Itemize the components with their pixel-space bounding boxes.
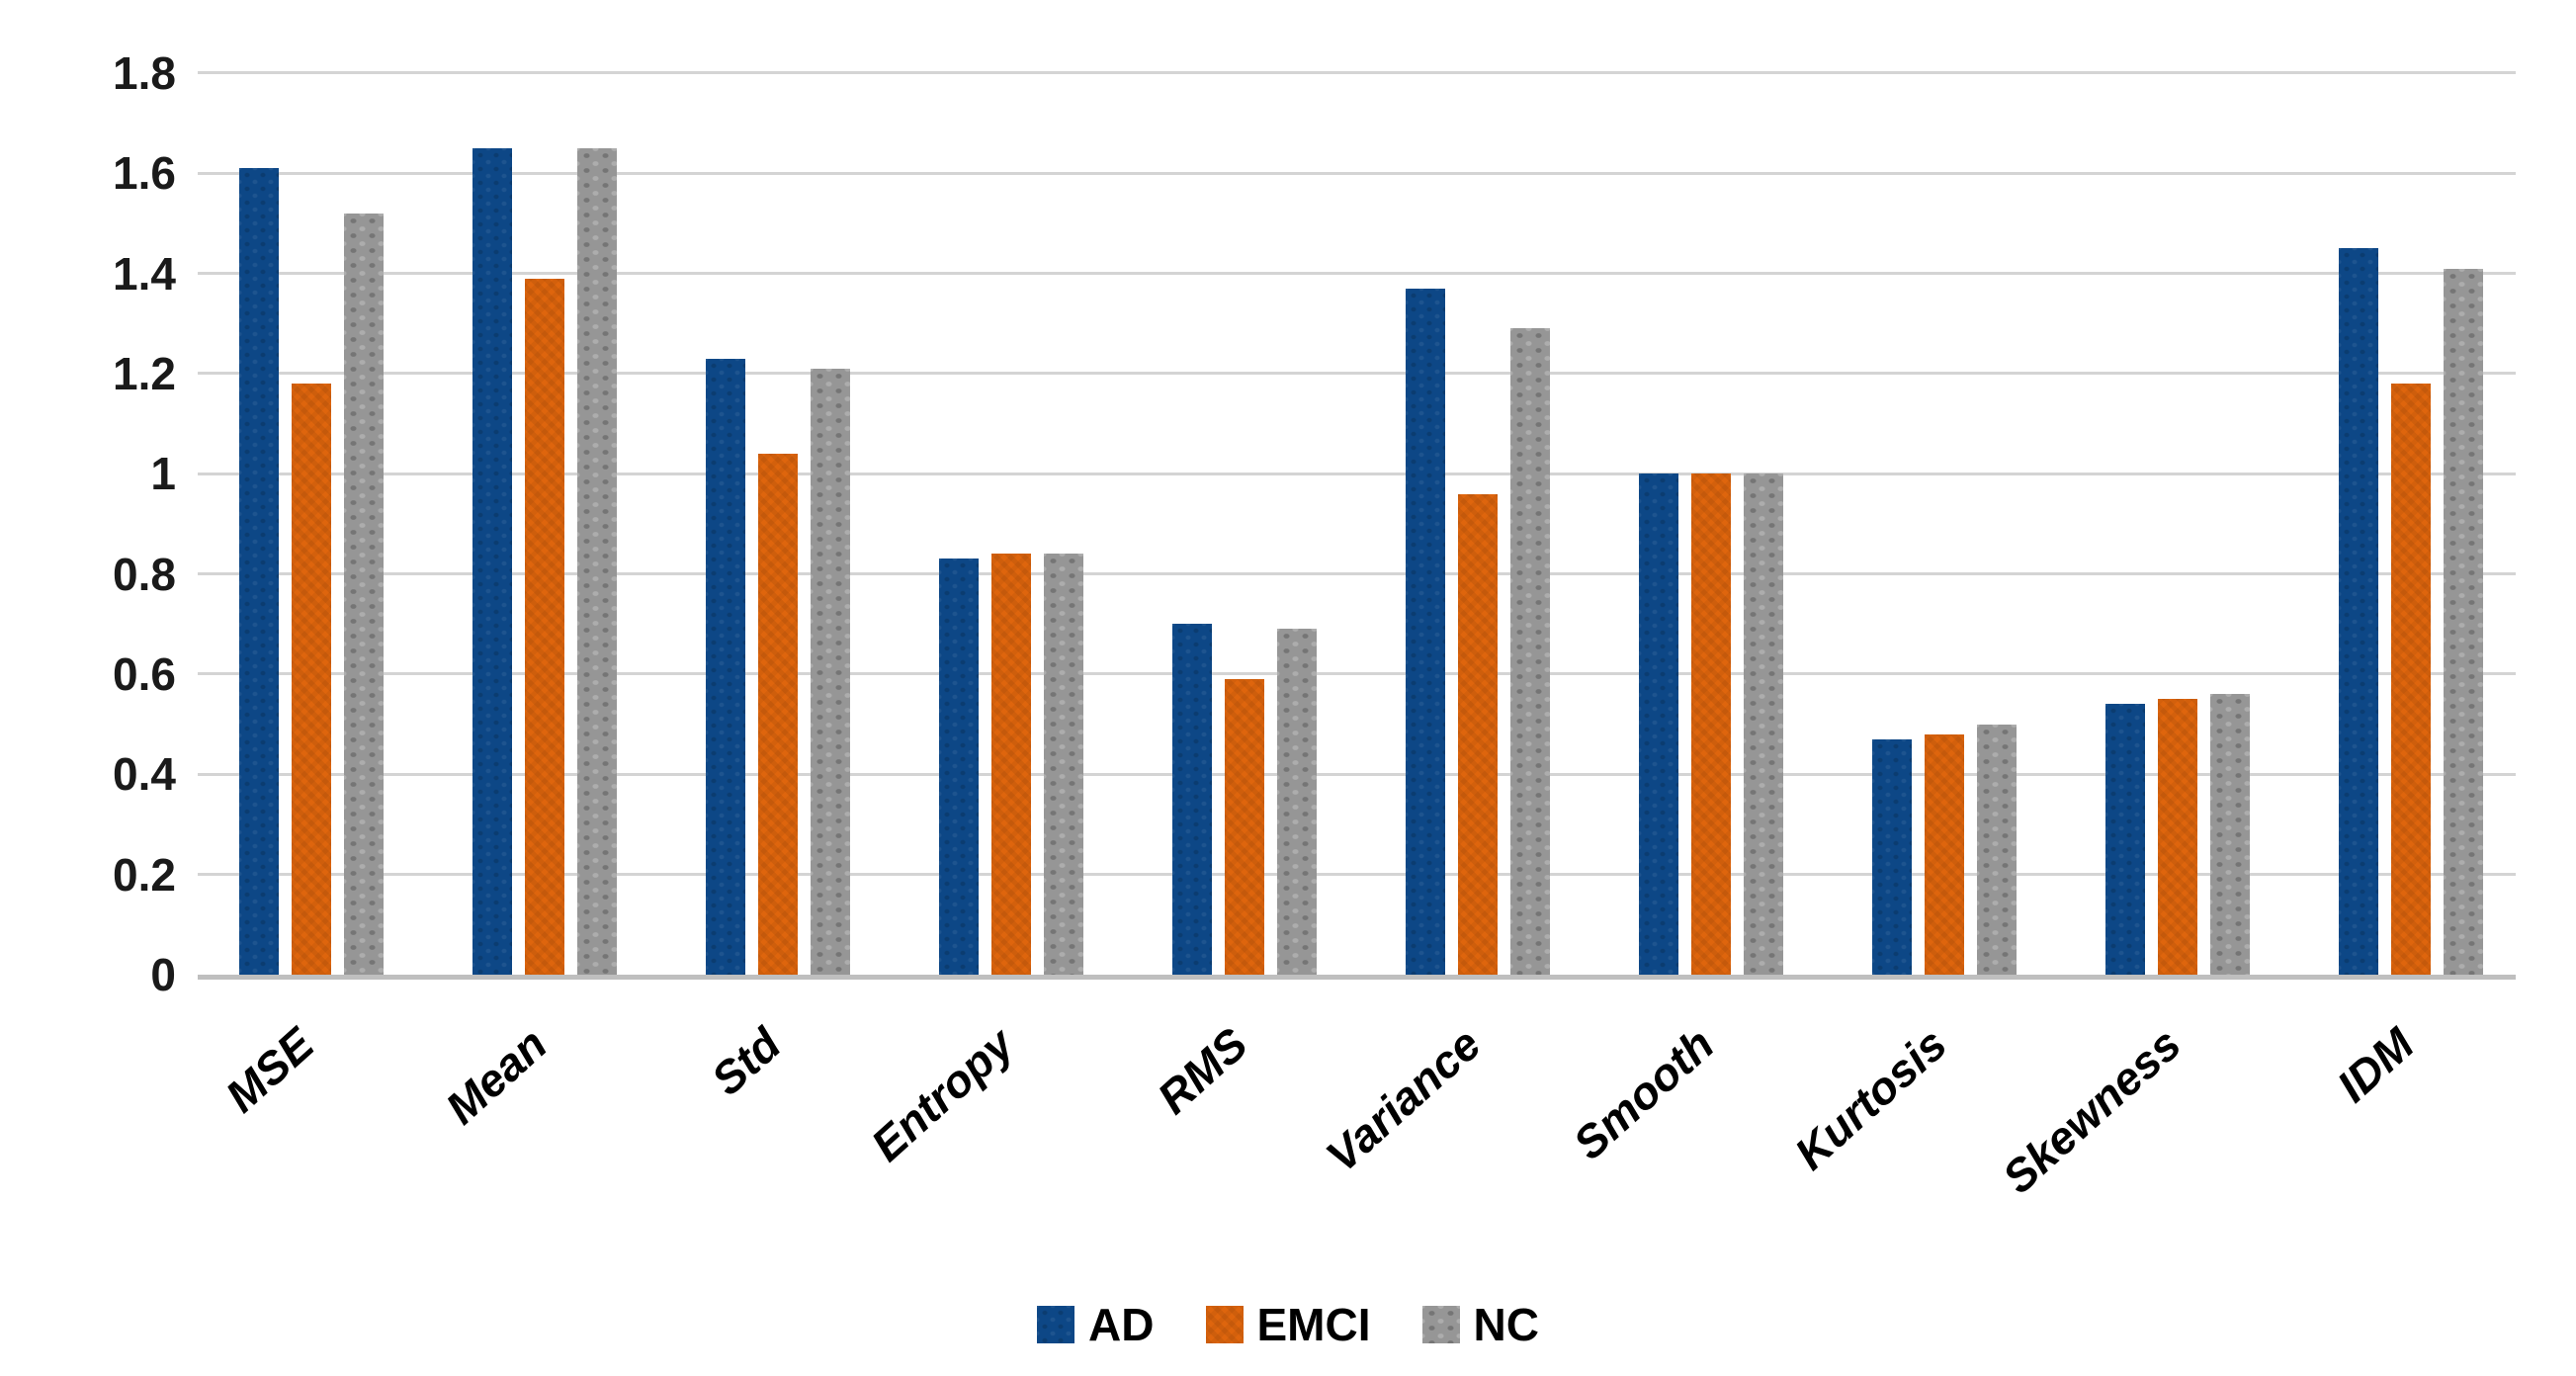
gridline-y-0.8 — [198, 572, 2516, 576]
y-tick-label: 0.8 — [113, 548, 176, 600]
bar-NC-Variance — [1510, 328, 1550, 975]
legend-item-AD: AD — [1037, 1299, 1155, 1350]
bar-AD-IDM — [2339, 248, 2378, 975]
legend-item-EMCI: EMCI — [1205, 1299, 1371, 1350]
bar-AD-Kurtosis — [1872, 739, 1912, 975]
bar-NC-Skewness — [2210, 694, 2250, 975]
y-tick-label: 0.2 — [113, 848, 176, 901]
bar-AD-MSE — [239, 168, 279, 975]
gridline-y-1 — [198, 472, 2516, 475]
bar-EMCI-Smooth — [1691, 473, 1731, 975]
legend-label: EMCI — [1256, 1299, 1371, 1350]
bar-AD-Skewness — [2105, 704, 2145, 975]
y-tick-label: 0 — [150, 949, 176, 1000]
bar-EMCI-Variance — [1458, 494, 1498, 975]
bar-EMCI-Kurtosis — [1925, 734, 1964, 975]
bar-NC-Mean — [577, 148, 617, 975]
y-tick-label: 0.6 — [113, 647, 176, 700]
bar-EMCI-RMS — [1225, 679, 1264, 975]
bar-AD-Entropy — [939, 559, 979, 975]
bar-NC-Entropy — [1044, 554, 1083, 975]
bar-NC-Std — [811, 369, 850, 975]
bar-AD-Smooth — [1639, 473, 1678, 975]
y-tick-label: 1.2 — [113, 347, 176, 399]
y-tick-label: 1.6 — [113, 147, 176, 200]
bar-EMCI-Mean — [525, 279, 564, 975]
x-category-label-anchor: IDM — [1892, 1010, 2423, 1112]
bar-EMCI-Std — [758, 454, 798, 975]
bar-NC-Smooth — [1744, 473, 1783, 975]
bar-AD-Std — [706, 359, 745, 975]
bar-NC-RMS — [1277, 629, 1317, 975]
y-tick-label: 0.4 — [113, 748, 176, 801]
chart-legend: AD EMCI NC — [0, 1297, 2576, 1352]
legend-label: NC — [1473, 1299, 1539, 1350]
bar-NC-IDM — [2444, 269, 2483, 975]
gridline-y-0.2 — [198, 873, 2516, 877]
y-tick-label: 1.8 — [113, 46, 176, 99]
bar-EMCI-IDM — [2391, 384, 2431, 975]
legend-swatch-icon — [1205, 1306, 1244, 1343]
gridline-y-1.4 — [198, 272, 2516, 276]
bar-AD-Variance — [1406, 289, 1445, 975]
gridline-y-1.6 — [198, 171, 2516, 175]
gridline-y-0.4 — [198, 772, 2516, 776]
legend-label: AD — [1088, 1299, 1155, 1350]
y-tick-label: 1.4 — [113, 247, 176, 300]
x-category-label: IDM — [2326, 1017, 2424, 1112]
gridline-y-0.6 — [198, 672, 2516, 676]
bar-NC-Kurtosis — [1977, 725, 2017, 975]
legend-item-NC: NC — [1421, 1299, 1539, 1350]
bar-AD-RMS — [1172, 624, 1212, 975]
gridline-y-1.2 — [198, 372, 2516, 376]
x-axis-line — [198, 975, 2516, 980]
bar-EMCI-Skewness — [2158, 699, 2197, 975]
gridline-y-1.8 — [198, 71, 2516, 75]
bar-EMCI-MSE — [292, 384, 331, 975]
legend-swatch-icon — [1421, 1306, 1460, 1343]
bar-NC-MSE — [344, 214, 384, 975]
legend-swatch-icon — [1037, 1306, 1075, 1343]
bar-EMCI-Entropy — [991, 554, 1031, 975]
bar-AD-Mean — [472, 148, 512, 975]
y-tick-label: 1 — [150, 448, 176, 500]
